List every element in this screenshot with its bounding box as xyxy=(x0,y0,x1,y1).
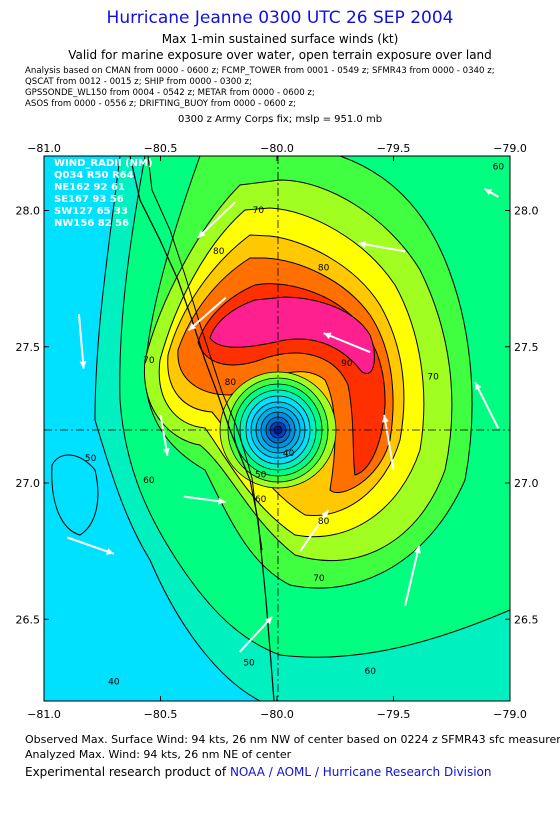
hrd-link[interactable]: NOAA / AOML / Hurricane Research Divisio… xyxy=(229,765,492,779)
contour-label: 40 xyxy=(108,678,120,688)
contour-label: 90 xyxy=(341,359,353,369)
wind-vector xyxy=(323,332,371,354)
wind-radii-nw: NW156 82 56 xyxy=(54,218,129,229)
contour-label: 60 xyxy=(143,476,155,486)
y-tick-label-right: 28.0 xyxy=(514,205,539,218)
wind-vector-head xyxy=(358,241,367,248)
contour-label: 80 xyxy=(225,378,237,388)
wind-radii-sw: SW127 65 33 xyxy=(54,206,128,217)
coastline xyxy=(129,156,275,701)
wind-vector-head xyxy=(106,548,114,555)
contour-label: 60 xyxy=(493,163,505,173)
wind-vector xyxy=(197,201,236,239)
y-tick-label-left: 27.5 xyxy=(16,341,41,354)
chart-subtitle-1: Max 1-min sustained surface winds (kt) xyxy=(161,32,399,46)
wind-vector-head xyxy=(484,188,493,196)
chart-title: Hurricane Jeanne 0300 UTC 26 SEP 2004 xyxy=(106,8,454,28)
contour-label: 70 xyxy=(427,372,439,382)
wind-vector xyxy=(238,615,274,653)
contour-label: 50 xyxy=(255,471,267,481)
x-tick-label-top: −79.0 xyxy=(493,142,527,155)
wind-vector xyxy=(299,509,330,552)
x-tick-label-top: −80.5 xyxy=(144,142,178,155)
wind-vector-head xyxy=(188,323,197,331)
center-fix-line: 0300 z Army Corps fix; mslp = 951.0 mb xyxy=(177,114,383,125)
wind-vector-head xyxy=(197,230,206,238)
wind-vector xyxy=(358,242,406,253)
wind-vector-head xyxy=(264,616,273,625)
wind-vectors xyxy=(66,187,500,653)
x-tick-label-bottom: −80.0 xyxy=(260,708,294,721)
observed-max-wind: Observed Max. Surface Wind: 94 kts, 26 n… xyxy=(25,733,560,746)
contour-label: 80 xyxy=(318,517,330,527)
x-tick-label-top: −80.0 xyxy=(260,142,294,155)
wind-vector-head xyxy=(382,414,389,423)
wind-vector-head xyxy=(321,510,329,519)
analysis-line-3: GPSSONDE_WL150 from 0004 - 0542 z; METAR… xyxy=(25,88,315,98)
wind-radii-columns: Q034 R50 R64 xyxy=(54,170,134,181)
contour-label: 50 xyxy=(243,659,255,669)
contour-label: 80 xyxy=(213,247,225,257)
wind-field-layer: 60 70 80 80 70 80 90 70 50 60 40 50 60 80 70 60 50 40 xyxy=(44,156,510,701)
axis-ticks: −81.0 −81.0 −80.5 −80.5 −80.0 −80.0 −79.5 −79.5… xyxy=(16,142,539,721)
contour-label: 70 xyxy=(143,356,155,366)
contour-label: 70 xyxy=(253,206,265,216)
wind-radii-header: WIND_RADII (NM) xyxy=(54,158,153,169)
wind-vector xyxy=(77,313,85,369)
wind-vector-head xyxy=(323,332,332,340)
x-tick-label-bottom: −79.5 xyxy=(377,708,411,721)
lake-okeechobee xyxy=(51,454,99,536)
wind-radii-se: SE167 93 56 xyxy=(54,194,124,205)
wind-radii-table: WIND_RADII (NM) Q034 R50 R64 NE162 92 61… xyxy=(54,158,153,229)
wind-vector xyxy=(474,381,500,429)
x-tick-label-top: −81.0 xyxy=(27,142,61,155)
analyzed-max-wind: Analyzed Max. Wind: 94 kts, 26 nm NE of … xyxy=(25,748,292,761)
wind-vector xyxy=(187,296,227,332)
y-tick-label-left: 27.0 xyxy=(16,477,41,490)
x-tick-label-bottom: −81.0 xyxy=(27,708,61,721)
contour-label: 60 xyxy=(255,495,267,505)
wind-vector xyxy=(383,414,395,470)
contour-label: 70 xyxy=(313,574,325,584)
credit-prefix: Experimental research product of xyxy=(25,765,227,779)
contour-label: 40 xyxy=(283,449,295,459)
y-tick-label-right: 27.5 xyxy=(514,341,539,354)
inland-coastline xyxy=(147,156,263,551)
x-tick-label-bottom: −79.0 xyxy=(493,708,527,721)
wind-vector-head xyxy=(414,545,421,554)
y-tick-label-right: 26.5 xyxy=(514,613,539,626)
wind-vector-head xyxy=(79,361,87,369)
wind-vector-head xyxy=(162,448,170,456)
chart-subtitle-2: Valid for marine exposure over water, op… xyxy=(68,48,492,62)
credit-line: Experimental research product of NOAA / … xyxy=(25,765,492,779)
x-tick-label-bottom: −80.5 xyxy=(144,708,178,721)
y-tick-label-right: 27.0 xyxy=(514,477,539,490)
y-tick-label-left: 26.5 xyxy=(16,613,41,626)
wind-vector xyxy=(404,545,421,606)
wind-radii-ne: NE162 92 61 xyxy=(54,182,125,193)
y-tick-label-left: 28.0 xyxy=(16,205,41,218)
contour-label: 50 xyxy=(85,454,97,464)
analysis-line-4: ASOS from 0000 - 0556 z; DRIFTING_BUOY f… xyxy=(25,99,296,109)
wind-vector-head xyxy=(475,382,482,391)
x-tick-label-top: −79.5 xyxy=(377,142,411,155)
contour-labels: 60 70 80 80 70 80 90 70 50 60 40 50 60 80 70 60 50 40 xyxy=(85,163,504,688)
contour-band-90 xyxy=(209,296,375,375)
analysis-line-1: Analysis based on CMAN from 0000 - 0600 … xyxy=(25,66,495,76)
wind-vector-head xyxy=(218,497,226,505)
analysis-line-2: QSCAT from 0012 - 0015 z; SHIP from 0000… xyxy=(25,77,252,87)
contour-label: 80 xyxy=(318,263,330,273)
wind-vector xyxy=(66,536,115,555)
contour-label: 60 xyxy=(364,667,376,677)
